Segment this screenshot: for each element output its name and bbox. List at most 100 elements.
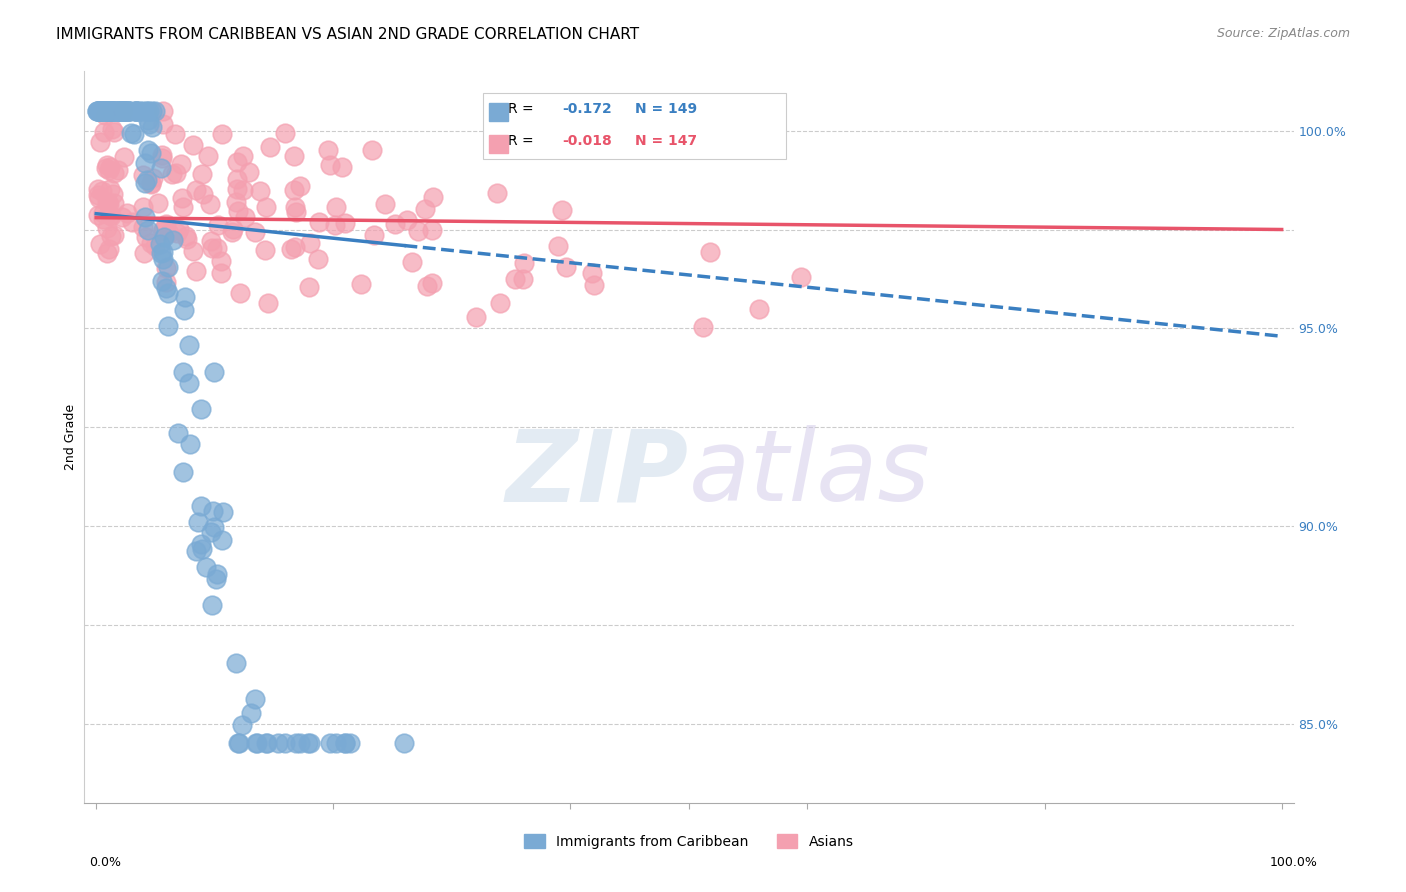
Point <box>87 103 110 118</box>
Point <box>125 103 148 118</box>
Point <box>200 524 222 539</box>
Point <box>233 210 256 224</box>
Point <box>111 103 134 118</box>
Point <box>135 103 157 118</box>
Point <box>89 103 111 118</box>
Point <box>103 165 125 179</box>
Point <box>176 232 198 246</box>
Point <box>97 163 120 178</box>
Point <box>112 103 135 118</box>
Point <box>114 103 136 118</box>
Point <box>162 233 184 247</box>
Point <box>307 252 329 266</box>
Point <box>190 401 212 416</box>
Point <box>136 173 159 187</box>
Point <box>131 103 153 118</box>
Point <box>111 103 134 118</box>
Point <box>202 504 225 518</box>
Point <box>245 737 267 751</box>
Point <box>136 143 159 157</box>
Point <box>93 103 115 118</box>
Point <box>335 737 357 751</box>
Point <box>97 243 120 257</box>
Point <box>363 228 385 243</box>
Point <box>121 215 143 229</box>
Point <box>138 117 160 131</box>
Point <box>228 737 250 751</box>
Point <box>114 103 136 118</box>
Point <box>150 246 173 260</box>
Point <box>167 425 190 440</box>
Point <box>177 338 200 352</box>
Point <box>103 103 125 118</box>
Point <box>420 276 443 290</box>
Point <box>96 221 118 235</box>
Point <box>209 266 232 280</box>
Point <box>96 161 118 176</box>
Point <box>748 301 770 316</box>
Point <box>96 158 118 172</box>
Point <box>104 103 127 118</box>
Point <box>93 103 115 118</box>
Point <box>139 176 162 190</box>
Point <box>319 158 342 172</box>
Point <box>222 222 245 236</box>
Point <box>94 103 117 118</box>
Point <box>108 103 131 118</box>
Point <box>90 103 112 118</box>
Point <box>266 737 288 751</box>
Text: N = 149: N = 149 <box>634 103 696 116</box>
Point <box>117 103 139 118</box>
Point <box>339 737 361 751</box>
Point <box>97 197 120 211</box>
Text: atlas: atlas <box>689 425 931 522</box>
Point <box>152 245 174 260</box>
Point <box>172 191 194 205</box>
Point <box>134 176 156 190</box>
Point <box>201 599 224 613</box>
Point <box>141 103 163 118</box>
Point <box>240 706 263 721</box>
Point <box>112 150 135 164</box>
Point <box>86 103 108 118</box>
Point <box>231 717 253 731</box>
Point <box>142 171 165 186</box>
Point <box>103 227 125 242</box>
Point <box>257 296 280 310</box>
Point <box>174 229 197 244</box>
Point <box>139 177 162 191</box>
Point <box>228 285 250 300</box>
Point <box>406 224 429 238</box>
Point <box>225 657 247 671</box>
Point <box>420 222 443 236</box>
Point <box>155 275 177 289</box>
Point <box>155 217 177 231</box>
Point <box>100 103 122 118</box>
Point <box>209 254 232 268</box>
Point <box>190 537 212 551</box>
Point <box>96 103 118 118</box>
Point <box>205 572 228 586</box>
Point <box>104 103 127 118</box>
Point <box>207 241 229 255</box>
Point <box>98 160 121 174</box>
Point <box>465 310 488 325</box>
Point <box>135 229 157 244</box>
Point <box>246 737 269 751</box>
Point <box>100 103 122 118</box>
Point <box>186 544 208 558</box>
Point <box>132 245 155 260</box>
Point <box>283 183 305 197</box>
Point <box>274 126 297 140</box>
Point <box>112 103 135 118</box>
Point <box>325 200 347 214</box>
Point <box>91 103 114 118</box>
Point <box>232 148 254 162</box>
Point <box>231 183 253 197</box>
Point <box>138 103 160 118</box>
Point <box>155 260 177 275</box>
Point <box>299 737 322 751</box>
Point <box>167 222 190 236</box>
Point <box>146 196 169 211</box>
Point <box>485 186 508 200</box>
